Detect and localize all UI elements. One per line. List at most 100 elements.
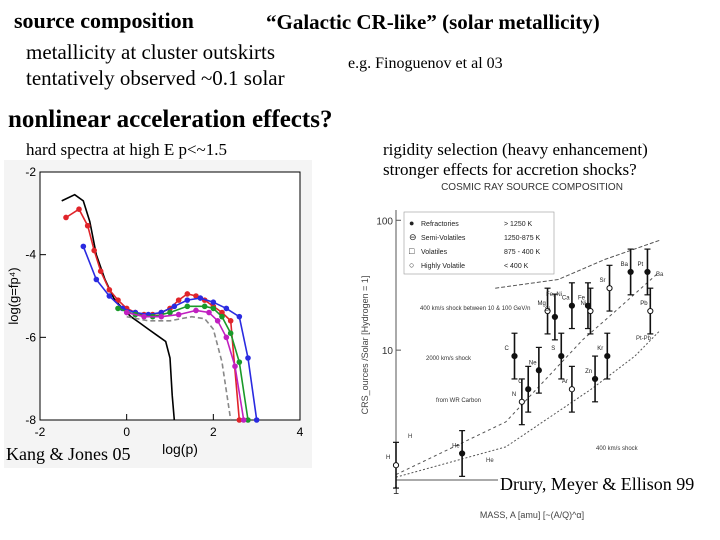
point-marker <box>587 307 594 315</box>
composition-plot: COSMIC RAY SOURCE COMPOSITION11010010100… <box>360 182 668 520</box>
x-axis-label: log(p) <box>162 441 198 457</box>
x-tick-label: 0 <box>123 425 130 439</box>
point-label: Ca <box>562 296 570 302</box>
point-marker <box>627 268 634 276</box>
series-point <box>227 330 234 336</box>
data-point: Ar <box>562 365 576 413</box>
point-label: H <box>386 455 390 461</box>
legend-label: Volatiles <box>421 249 448 256</box>
series-point <box>245 417 251 423</box>
annotation-label: 400 km/s shock <box>596 446 639 452</box>
data-point: Kr <box>597 332 611 380</box>
point-marker <box>606 285 613 292</box>
point-marker <box>558 352 565 360</box>
model-curve-400-kms-high-energy <box>495 239 660 289</box>
series-point <box>210 305 217 312</box>
model-curve-2000-kms <box>395 271 660 476</box>
data-point: Mg <box>538 287 551 335</box>
series-point <box>184 291 191 297</box>
y-tick-label: 100 <box>376 216 393 227</box>
series-point <box>63 214 69 221</box>
point-marker <box>511 352 518 360</box>
series-point <box>91 247 97 254</box>
point-marker <box>544 307 551 315</box>
y-tick-label: -2 <box>25 165 36 179</box>
annotation-label: He <box>486 458 494 464</box>
credit-drury-meyer-ellison: Drury, Meyer & Ellison 99 <box>498 474 697 495</box>
annotation-label: 400 km/s shock between 10 & 100 GeV/n <box>420 306 530 312</box>
legend-symbol: □ <box>409 246 415 256</box>
x-axis-label: MASS, A [amu] [~(A/Q)^α] <box>480 510 584 520</box>
point-marker <box>459 450 466 457</box>
spectrum-plot: -2 0 2 4 -2 -4 -6 -8 log(p) log(g=fp⁴) <box>4 160 312 468</box>
reference-finoguenov: e.g. Finoguenov et al 03 <box>348 55 503 72</box>
series-point <box>223 305 230 312</box>
x-tick-label: 2 <box>210 425 217 439</box>
legend: ● Refractories > 1250 K ⊖ Semi-Volatiles 1250… <box>403 211 555 275</box>
series-point <box>97 268 104 274</box>
point-marker <box>604 352 611 360</box>
y-tick-label: 10 <box>382 346 394 357</box>
point-label: C <box>504 346 509 352</box>
point-marker <box>525 386 532 393</box>
data-point: C <box>504 332 518 380</box>
series-point <box>201 303 208 310</box>
caption-hard-spectra: hard spectra at high E p<~1.5 <box>26 140 228 159</box>
data-point: S <box>551 332 565 380</box>
series-point <box>232 363 238 370</box>
data-point: He <box>452 430 466 477</box>
point-marker <box>535 367 542 374</box>
caption-rigidity-selection: rigidity selection (heavy enhancement) <box>383 140 648 159</box>
point-label: Zn <box>585 369 592 375</box>
data-point: N <box>512 378 525 426</box>
plot-frame <box>39 171 301 421</box>
legend-label: Semi-Volatiles <box>421 235 466 242</box>
series-point <box>236 313 243 320</box>
point-label: Ne <box>529 360 537 366</box>
y-axis-label: CRS_ources /Solar [Hydrogen = 1] <box>360 276 370 415</box>
series-line <box>126 309 245 421</box>
series-point <box>106 287 113 293</box>
composition-title: COSMIC RAY SOURCE COMPOSITION <box>441 182 623 193</box>
point-label: O <box>518 379 523 385</box>
series-point <box>115 305 121 312</box>
data-point: Ba <box>621 248 634 296</box>
data-point: Ne <box>529 346 542 394</box>
data-point: H <box>386 441 400 489</box>
point-marker <box>647 307 654 315</box>
series-point <box>80 243 87 250</box>
series-point <box>193 293 199 299</box>
x-tick-label: 1 <box>393 485 399 497</box>
point-label: S <box>551 346 555 352</box>
data-point: Pb <box>640 287 654 335</box>
legend-range: 1250-875 K <box>504 235 541 242</box>
annotation-label: Ba <box>656 272 664 278</box>
annotation-label: Pt-Pb <box>636 336 652 342</box>
data-point: Si <box>545 293 559 341</box>
legend-label: Refractories <box>421 221 459 228</box>
metallicity-line-1: metallicity at cluster outskirts <box>26 40 276 64</box>
annotation-label: 2000 km/s shock <box>426 356 472 362</box>
title-source-composition: source composition <box>14 8 194 33</box>
series-line <box>126 315 232 421</box>
series-point <box>141 313 147 320</box>
point-marker <box>568 302 576 309</box>
point-label: Ba <box>621 262 629 268</box>
legend-box <box>403 211 555 275</box>
series-point <box>219 309 225 316</box>
series-point <box>240 417 247 423</box>
point-marker <box>392 462 400 469</box>
point-label: Mg <box>538 301 546 307</box>
heading-nonlinear-acceleration: nonlinear acceleration effects? <box>8 106 333 133</box>
legend-range: 875 - 400 K <box>504 249 541 256</box>
series-point <box>227 318 234 324</box>
series-point <box>106 293 113 299</box>
data-point: O <box>518 365 532 413</box>
legend-symbol: ⊖ <box>409 232 417 242</box>
data-point: Pt <box>637 248 651 296</box>
y-axis-label: log(g=fp⁴) <box>6 267 21 324</box>
series-point <box>206 309 212 316</box>
series-point <box>76 206 82 212</box>
series-point <box>84 222 91 229</box>
data-point: Sr <box>600 264 613 312</box>
